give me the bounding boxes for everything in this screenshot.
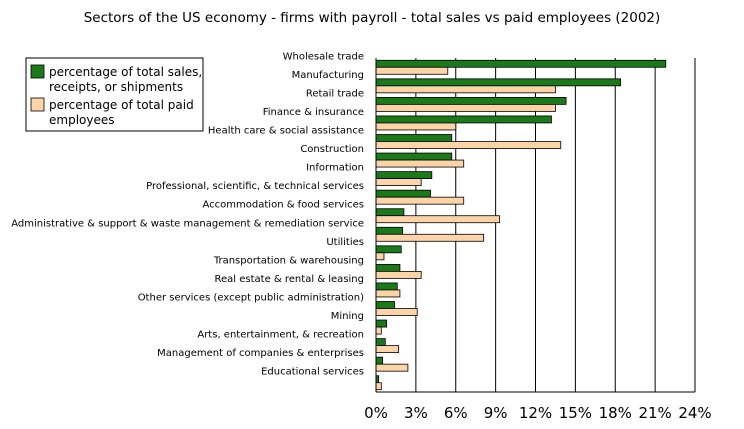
bar-sales xyxy=(375,59,667,68)
legend-label-sales-line1: percentage of total sales, xyxy=(49,65,202,79)
bar-employees xyxy=(375,233,485,242)
bar-employees xyxy=(375,85,556,94)
bar-sales xyxy=(375,96,567,105)
legend-label-employees-line1: percentage of total paid xyxy=(49,98,194,112)
chart-title: Sectors of the US economy - firms with p… xyxy=(84,10,661,26)
bar-employees xyxy=(375,159,465,168)
bar-employees xyxy=(375,289,401,298)
bar-employees xyxy=(375,66,449,75)
category-label: Professional, scientific, & technical se… xyxy=(146,181,364,192)
x-tick-label: 21% xyxy=(638,404,671,422)
x-tick-label: 15% xyxy=(559,404,592,422)
legend-swatch-employees xyxy=(30,97,45,112)
bar-employees xyxy=(375,382,382,391)
category-label: Manufacturing xyxy=(292,70,364,81)
bar-employees xyxy=(375,215,501,224)
legend-label-sales-line2: receipts, or shipments xyxy=(49,80,183,94)
bar-employees xyxy=(375,178,422,187)
category-label: Health care & social assistance xyxy=(208,126,364,137)
x-tick-label: 12% xyxy=(519,404,552,422)
x-tick-label: 6% xyxy=(444,404,468,422)
bar-employees xyxy=(375,252,385,261)
category-label: Wholesale trade xyxy=(283,51,364,62)
category-label: Finance & insurance xyxy=(263,107,364,118)
bar-employees xyxy=(375,122,457,131)
bar-sales xyxy=(375,356,384,365)
bar-sales xyxy=(375,226,403,235)
category-label: Transportation & warehousing xyxy=(213,255,364,266)
bar-sales xyxy=(375,78,621,87)
category-label: Retail trade xyxy=(306,88,364,99)
x-tick-label: 24% xyxy=(678,404,711,422)
category-label: Arts, entertainment, & recreation xyxy=(197,330,364,341)
bar-sales xyxy=(375,189,431,198)
bar-sales xyxy=(375,263,401,272)
axes: 0% 3% 6% 9% 12% 15% 18% 21% 24% Wholesale trade Ma… xyxy=(11,51,711,422)
bars xyxy=(375,59,667,391)
bar-sales xyxy=(375,338,386,347)
category-label: Accommodation & food services xyxy=(203,200,364,211)
legend-box xyxy=(25,57,204,132)
x-tick-label: 18% xyxy=(599,404,632,422)
bar-employees xyxy=(375,270,422,279)
bar-employees xyxy=(375,196,465,205)
category-label: Mining xyxy=(331,311,364,322)
grid xyxy=(415,58,696,392)
bar-sales xyxy=(375,319,388,328)
legend-swatch-sales xyxy=(30,64,45,79)
bar-employees xyxy=(375,363,409,372)
bar-sales xyxy=(375,152,453,161)
bar-employees xyxy=(375,308,418,316)
category-label: Educational services xyxy=(261,367,364,378)
bar-employees xyxy=(375,141,562,149)
legend-label-employees-line2: employees xyxy=(49,113,114,127)
bar-employees xyxy=(375,345,399,354)
category-label: Information xyxy=(306,163,364,174)
x-tick-label: 3% xyxy=(404,404,428,422)
category-label: Real estate & rental & leasing xyxy=(215,274,364,285)
x-tick-label: 0% xyxy=(364,404,388,422)
category-label: Administrative & support & waste managem… xyxy=(11,218,364,229)
bar-employees xyxy=(375,103,556,112)
bar-sales xyxy=(375,171,433,180)
category-label: Management of companies & enterprises xyxy=(157,348,364,359)
category-label: Other services (except public administra… xyxy=(138,293,364,304)
bar-sales xyxy=(375,301,396,309)
x-tick-label: 9% xyxy=(484,404,508,422)
bar-sales xyxy=(375,115,552,124)
bar-sales xyxy=(375,282,398,291)
bar-sales xyxy=(375,134,453,142)
bar-sales xyxy=(375,245,402,254)
legend: percentage of total sales, receipts, or … xyxy=(25,57,204,132)
category-label: Construction xyxy=(300,144,364,155)
category-label: Utilities xyxy=(326,237,364,248)
bar-sales xyxy=(375,208,405,217)
bar-employees xyxy=(375,326,382,335)
